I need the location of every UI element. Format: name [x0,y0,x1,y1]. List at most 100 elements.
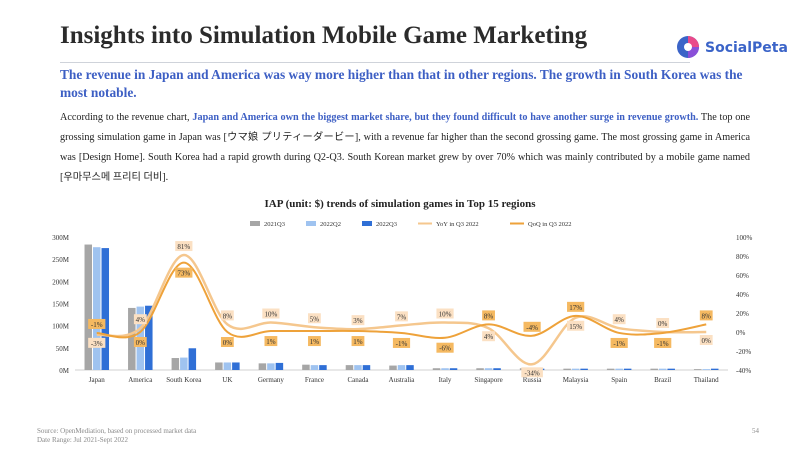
bar-2022q2 [702,369,710,370]
bar-2022q2 [180,357,188,370]
line-qoq [96,261,707,339]
yoy-data-label: -34% [525,369,540,377]
qoq-data-label-box [88,318,106,329]
yoy-data-label: 81% [177,243,190,251]
yoy-data-label-box [521,367,543,378]
qoq-data-label-box [436,342,454,353]
qoq-data-label-box [699,310,713,321]
qoq-data-label: 1% [353,338,363,346]
legend-label: QoQ in Q3 2022 [528,221,572,228]
legend-label: 2021Q3 [264,221,285,228]
legend-swatch [362,221,372,226]
x-tick-label: Australia [389,376,416,384]
legend-label: YoY in Q3 2022 [436,221,479,228]
line-yoy [96,253,707,366]
bar-2022q3 [232,362,240,370]
yoy-data-label-box [133,314,147,325]
yoy-data-label-box [699,335,713,345]
bar-2022q2 [223,362,232,370]
qoq-data-label-box [610,337,628,348]
page-title: Insights into Simulation Mobile Game Mar… [60,22,588,49]
bar-2022q2 [441,368,449,370]
x-tick-label: South Korea [166,376,202,384]
x-tick-label: Spain [611,376,627,384]
bar-2021q3 [258,363,267,370]
yoy-data-label: 3% [353,317,363,325]
bar-2021q3 [128,307,136,370]
bar-2022q3 [101,248,110,370]
bar-2021q3 [650,368,658,370]
yoy-data-label-box [612,314,626,325]
legend-label: 2022Q2 [320,221,341,228]
bar-2022q3 [710,368,719,370]
y-right-tick-label: 80% [736,253,749,261]
qoq-data-label-box [482,310,495,321]
body-text-highlight: Japan and America own the biggest market… [192,112,699,123]
qoq-data-label-box [523,321,541,332]
x-tick-label: Malaysia [563,376,590,384]
bar-2022q2 [571,368,580,370]
bar-2022q3 [145,305,153,370]
yoy-data-label-box [567,320,585,331]
bar-2022q2 [93,247,101,370]
x-tick-label: Germany [258,376,285,384]
yoy-data-label: -3% [91,340,103,348]
qoq-data-label: 8% [702,312,712,320]
yoy-data-label: 10% [264,311,277,319]
bar-2022q3 [319,365,327,370]
x-tick-label: Canada [347,376,369,384]
qoq-data-label-box [308,336,321,347]
bar-2022q2 [658,368,667,370]
bar-2022q3 [406,365,414,370]
source-note: Source: OpenMediation, based on processe… [37,427,197,435]
y-right-tick-label: 40% [736,291,749,299]
qoq-data-label-box [392,337,411,348]
bar-2021q3 [563,368,571,370]
y-right-tick-label: 100% [736,234,753,242]
qoq-data-label: 73% [177,270,190,278]
y-left-tick-label: 100M [52,323,70,331]
headline: The revenue in Japan and America was way… [60,67,743,100]
qoq-data-label-box [175,267,193,278]
yoy-data-label-box [482,331,495,342]
bar-2022q3 [188,348,197,370]
yoy-data-label-box [220,310,234,321]
bar-2022q3 [493,368,501,370]
body-text-intro: According to the revenue chart, [60,112,193,123]
bar-2021q3 [432,368,441,370]
bar-2022q3 [362,365,371,370]
yoy-data-label-box [351,315,365,326]
bar-2022q2 [310,365,319,370]
legend-swatch [250,221,260,226]
yoy-data-label: 8% [223,312,233,320]
qoq-data-label: -4% [526,324,538,332]
yoy-data-label-box [436,308,454,319]
bar-2022q2 [397,365,406,370]
brand-logo: SocialPeta [675,34,788,64]
title-divider [60,62,690,63]
bar-2021q3 [476,368,484,370]
qoq-data-label-box [567,301,585,312]
y-left-tick-label: 200M [52,278,70,286]
x-tick-label: Russia [523,376,543,384]
qoq-data-label: -1% [396,340,408,348]
yoy-data-label-box [308,313,321,324]
bar-2021q3 [345,365,354,370]
qoq-data-label: 0% [136,339,146,347]
bar-2021q3 [302,364,310,370]
y-right-tick-label: -20% [736,348,751,356]
x-tick-label: Singapore [474,376,502,384]
qoq-data-label: -1% [91,321,103,329]
qoq-data-label-box [264,336,278,347]
yoy-data-label: 0% [702,337,712,345]
yoy-data-label: 4% [136,316,146,324]
qoq-data-label-box [133,337,147,347]
bar-2021q3 [84,244,93,370]
qoq-data-label: 8% [484,312,494,320]
chart-title: IAP (unit: $) trends of simulation games… [264,198,536,210]
yoy-data-label-box [395,311,408,322]
y-left-tick-label: 250M [52,256,70,264]
revenue-chart: 0M 50M 100M 150M 200M 250M 300M -40% -20% 0% 20% 40… [52,221,753,384]
bar-2022q2 [267,363,275,370]
bar-2022q2 [354,365,362,370]
